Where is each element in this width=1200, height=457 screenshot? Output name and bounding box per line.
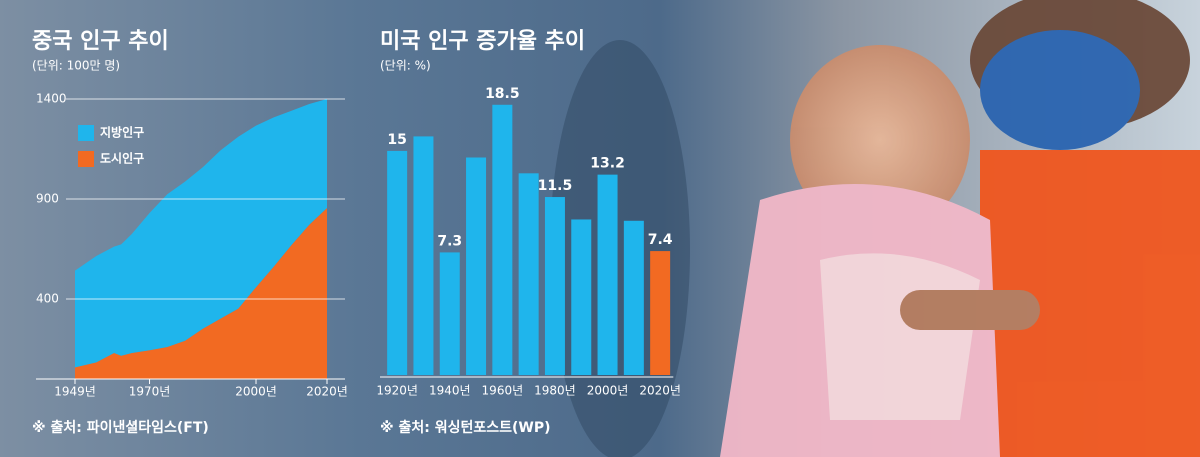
chart-title: 중국 인구 추이 bbox=[32, 29, 169, 54]
chart-title: 미국 인구 증가율 추이 bbox=[380, 29, 585, 54]
x-tick-label: 2020년 bbox=[639, 384, 681, 398]
x-tick-label: 2000년 bbox=[235, 385, 277, 399]
bar bbox=[387, 150, 408, 375]
area bbox=[75, 208, 327, 379]
value-label: 18.5 bbox=[485, 86, 520, 102]
value-label: 7.4 bbox=[648, 232, 673, 248]
x-tick-label: 1940년 bbox=[429, 384, 471, 398]
bar bbox=[597, 174, 618, 375]
x-tick-label: 1970년 bbox=[129, 385, 171, 399]
y-tick-label: 900 bbox=[36, 192, 59, 206]
x-tick-label: 1920년 bbox=[376, 384, 418, 398]
y-tick-label: 400 bbox=[36, 292, 59, 306]
y-tick-label: 1400 bbox=[36, 92, 67, 106]
bar bbox=[413, 136, 434, 375]
x-tick-label: 2000년 bbox=[587, 384, 629, 398]
area bbox=[75, 99, 327, 368]
x-tick-label: 1960년 bbox=[482, 384, 524, 398]
source: ※ 출처: 워싱턴포스트(WP) bbox=[380, 419, 551, 436]
legend-label: 도시인구 bbox=[100, 151, 144, 166]
value-label: 15 bbox=[387, 132, 406, 148]
legend-swatch bbox=[78, 125, 94, 141]
x-tick-label: 1949년 bbox=[54, 385, 96, 399]
legend-label: 지방인구 bbox=[100, 125, 144, 140]
bar bbox=[518, 173, 539, 375]
bar bbox=[571, 219, 592, 375]
legend-swatch bbox=[78, 151, 94, 167]
bar bbox=[623, 220, 644, 375]
bar bbox=[439, 252, 460, 375]
value-label: 11.5 bbox=[538, 178, 573, 194]
bar bbox=[544, 197, 565, 375]
bar bbox=[650, 251, 671, 375]
chart-subtitle: (단위: 100만 명) bbox=[32, 59, 120, 73]
x-tick-label: 2020년 bbox=[306, 385, 348, 399]
bar bbox=[466, 157, 487, 375]
chart-subtitle: (단위: %) bbox=[380, 59, 431, 73]
value-label: 13.2 bbox=[590, 156, 625, 172]
source: ※ 출처: 파이낸셜타임스(FT) bbox=[32, 419, 209, 436]
x-tick-label: 1980년 bbox=[534, 384, 576, 398]
value-label: 7.3 bbox=[437, 233, 462, 249]
bar bbox=[492, 104, 513, 375]
